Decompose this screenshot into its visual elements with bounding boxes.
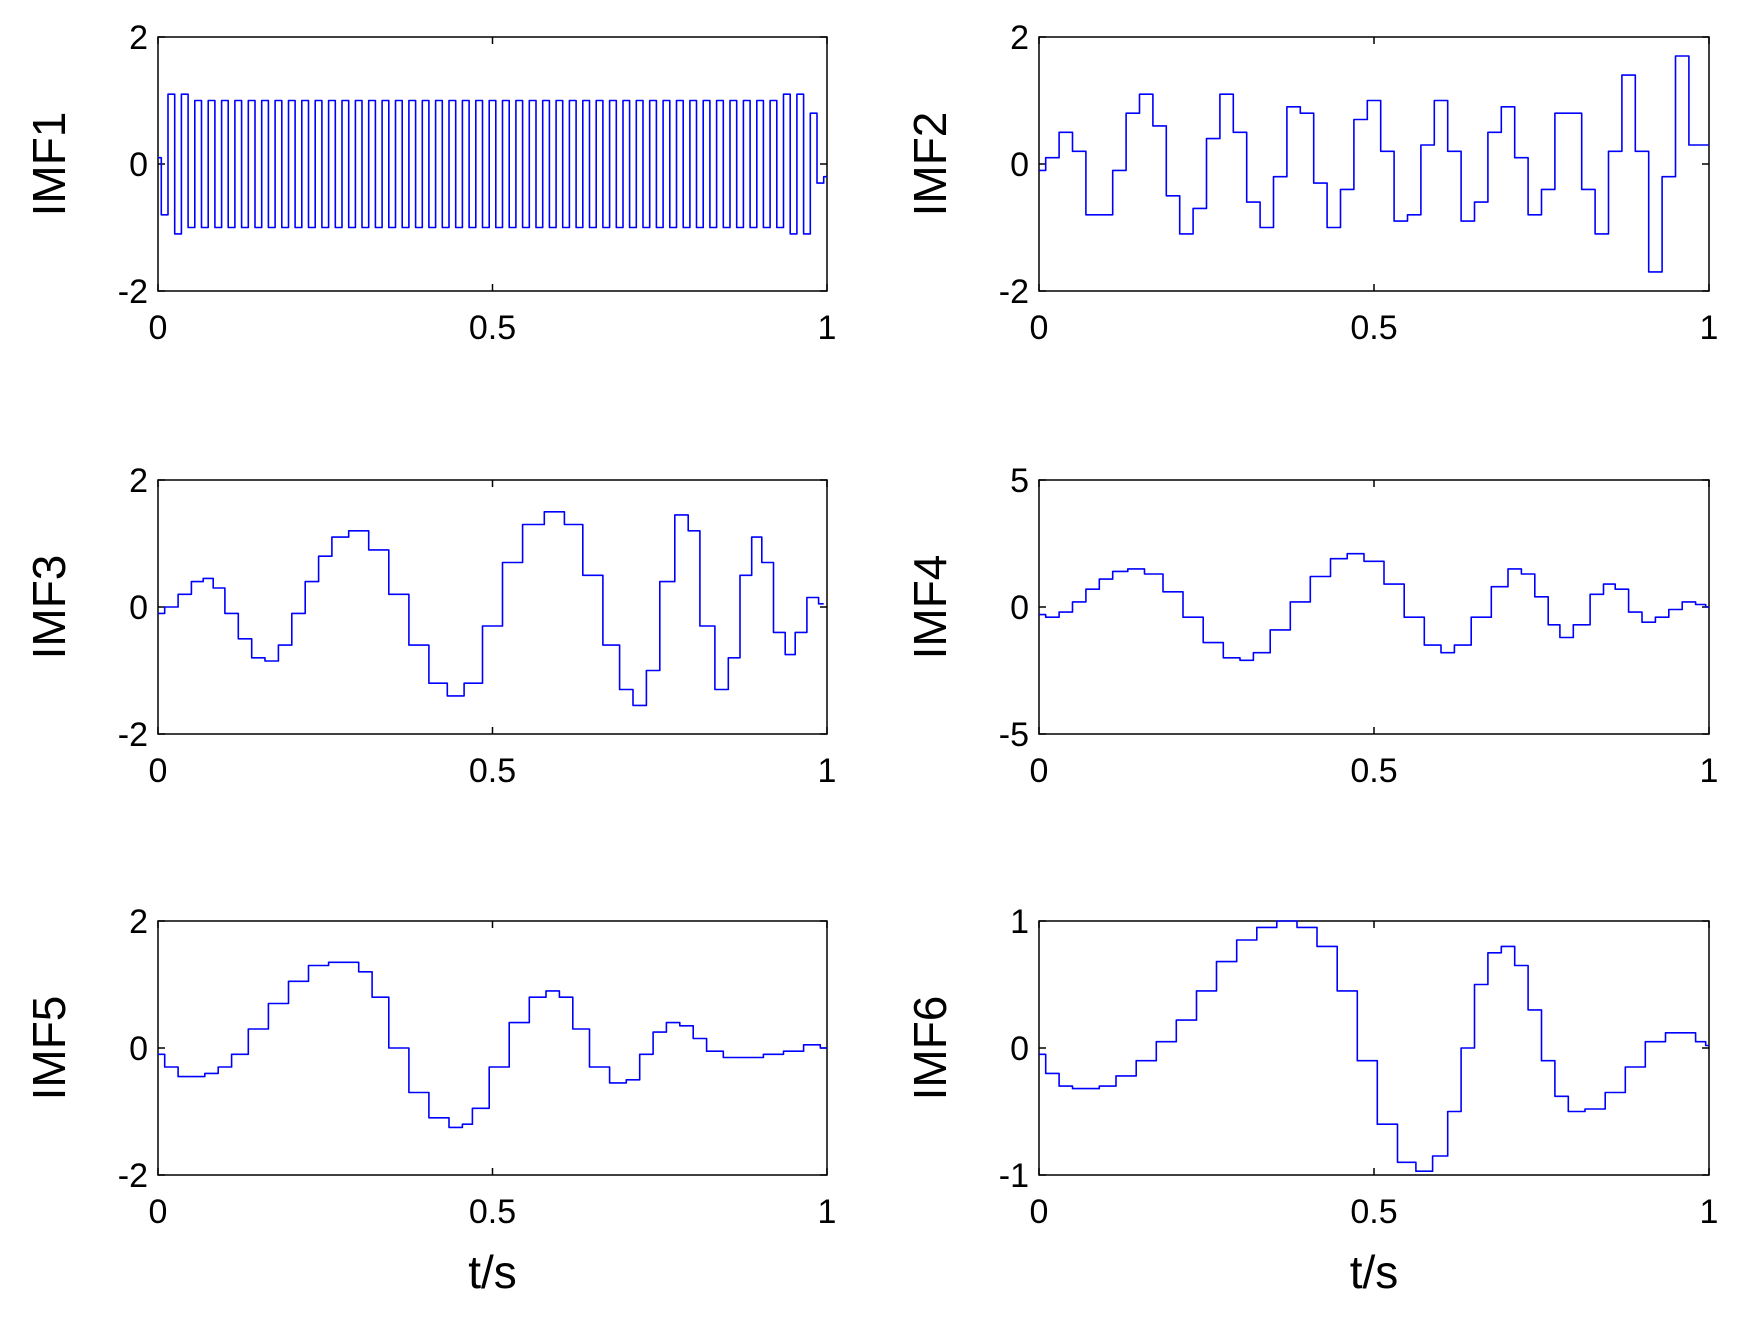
y-axis-label: IMF1 — [23, 112, 75, 217]
y-axis-label: IMF6 — [904, 996, 956, 1101]
y-tick-label: -2 — [118, 273, 148, 311]
x-tick-label: 1 — [1700, 1193, 1719, 1231]
y-tick-label: 2 — [129, 462, 148, 500]
plot-frame — [157, 920, 828, 1176]
y-tick-label: 0 — [129, 146, 148, 184]
series-line — [1039, 55, 1709, 273]
y-tick-label: 2 — [129, 19, 148, 57]
y-tick-label: 0 — [1010, 146, 1029, 184]
x-tick-label: 0 — [1030, 752, 1049, 790]
series-line — [1039, 552, 1709, 662]
x-tick-label: 1 — [1700, 752, 1719, 790]
y-tick-label: -2 — [118, 1157, 148, 1195]
y-tick-label: -2 — [118, 716, 148, 754]
x-tick-label: 1 — [818, 309, 837, 347]
x-tick-label: 0 — [1030, 309, 1049, 347]
y-axis-label: IMF3 — [23, 555, 75, 660]
x-tick-label: 1 — [818, 752, 837, 790]
x-tick-label: 0.5 — [1350, 309, 1397, 347]
y-tick-label: -5 — [999, 716, 1029, 754]
y-axis-label: IMF4 — [904, 555, 956, 660]
y-axis-label: IMF5 — [23, 996, 75, 1101]
x-tick-label: 1 — [1700, 309, 1719, 347]
y-tick-label: 0 — [1010, 1030, 1029, 1068]
y-axis-label: IMF2 — [904, 112, 956, 217]
x-tick-label: 0 — [149, 752, 168, 790]
x-tick-label: 0 — [149, 309, 168, 347]
x-tick-label: 0.5 — [469, 1193, 516, 1231]
y-tick-label: 1 — [1010, 903, 1029, 941]
y-tick-label: 2 — [1010, 19, 1029, 57]
x-tick-label: 1 — [818, 1193, 837, 1231]
y-tick-label: 5 — [1010, 462, 1029, 500]
y-tick-label: 2 — [129, 903, 148, 941]
y-tick-label: -2 — [999, 273, 1029, 311]
plot-frame — [157, 479, 828, 735]
y-tick-label: 0 — [1010, 589, 1029, 627]
x-axis-label: t/s — [1350, 1246, 1399, 1298]
series-line — [158, 961, 827, 1129]
series-line — [158, 511, 824, 707]
x-tick-label: 0 — [149, 1193, 168, 1231]
x-tick-label: 0.5 — [469, 309, 516, 347]
y-tick-label: 0 — [129, 589, 148, 627]
x-tick-label: 0 — [1030, 1193, 1049, 1231]
x-axis-label: t/s — [468, 1246, 517, 1298]
y-tick-label: 0 — [129, 1030, 148, 1068]
plot-frame — [1038, 920, 1710, 1176]
series-line — [158, 93, 827, 235]
y-tick-label: -1 — [999, 1157, 1029, 1195]
plot-frame — [157, 36, 828, 292]
x-tick-label: 0.5 — [1350, 752, 1397, 790]
series-line — [1039, 920, 1709, 1172]
x-tick-label: 0.5 — [469, 752, 516, 790]
plot-frame — [1038, 479, 1710, 735]
x-tick-label: 0.5 — [1350, 1193, 1397, 1231]
